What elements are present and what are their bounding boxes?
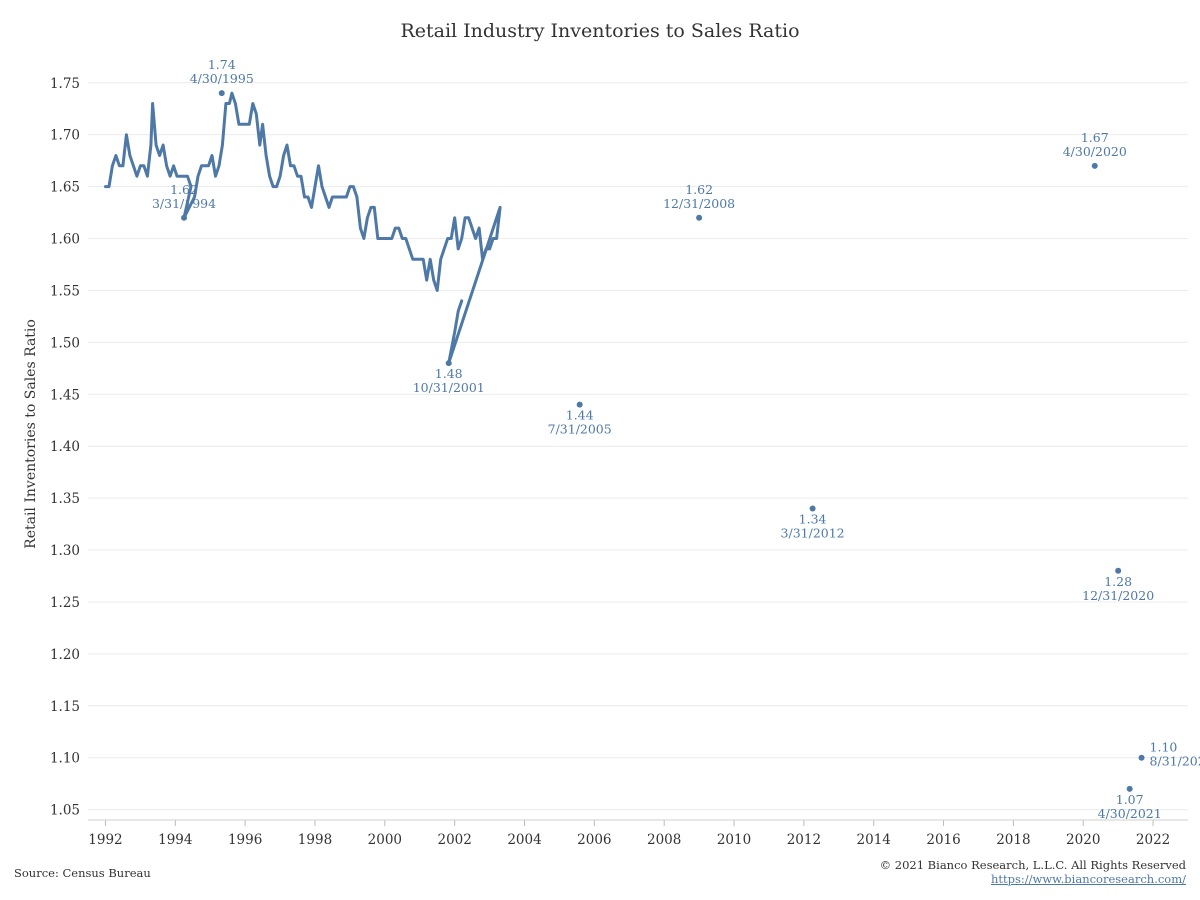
annotation-value: 1.44	[566, 408, 594, 423]
annotation-date: 3/31/1994	[152, 196, 216, 211]
annotation-dot	[181, 214, 188, 221]
annotation-value: 1.28	[1104, 574, 1132, 589]
annotation-dot	[1115, 567, 1122, 574]
chart-title: Retail Industry Inventories to Sales Rat…	[400, 20, 799, 42]
annotation-date: 8/31/2021	[1150, 754, 1200, 769]
x-tick-label: 2010	[717, 832, 751, 848]
y-axis-title: Retail Inventories to Sales Ratio	[23, 319, 39, 549]
y-tick-label: 1.20	[50, 647, 80, 663]
annotation-value: 1.10	[1150, 740, 1178, 755]
y-tick-label: 1.55	[50, 283, 80, 299]
annotation-date: 4/30/2021	[1098, 806, 1162, 821]
annotation-date: 4/30/2020	[1063, 144, 1127, 159]
y-tick-label: 1.75	[50, 76, 80, 92]
series-line	[104, 91, 502, 365]
annotation-date: 10/31/2001	[413, 380, 485, 395]
y-tick-label: 1.35	[50, 491, 80, 507]
annotation-dot	[445, 360, 452, 367]
x-tick-label: 2012	[787, 832, 821, 848]
annotation-dot	[1091, 162, 1098, 169]
x-tick-label: 2022	[1136, 832, 1170, 848]
annotation-dot	[1138, 754, 1145, 761]
annotation-date: 12/31/2020	[1082, 588, 1154, 603]
annotation-dot	[809, 505, 816, 512]
y-tick-label: 1.15	[50, 699, 80, 715]
annotations: 1.623/31/19941.744/30/19951.4810/31/2001…	[152, 57, 1200, 821]
x-axis: 1992 1994 1996 1998 2000 2002 2004 2006 2008 2010…	[88, 819, 1188, 848]
annotation-value: 1.62	[685, 182, 713, 197]
x-tick-label: 1996	[228, 832, 262, 848]
y-tick-label: 1.65	[50, 180, 80, 196]
copyright-block: © 2021 Bianco Research, L.L.C. All Right…	[880, 858, 1186, 886]
y-tick-label: 1.50	[50, 335, 80, 351]
x-tick-label: 2014	[857, 832, 891, 848]
annotation-dot	[576, 401, 583, 408]
annotation-value: 1.62	[170, 182, 198, 197]
y-tick-label: 1.70	[50, 128, 80, 144]
x-tick-label: 2006	[577, 832, 611, 848]
annotation-value: 1.74	[208, 57, 236, 72]
annotation-date: 7/31/2005	[548, 422, 612, 437]
x-tick-label: 2008	[647, 832, 681, 848]
annotation-value: 1.67	[1081, 130, 1109, 145]
annotation-value: 1.48	[435, 366, 463, 381]
y-tick-label: 1.30	[50, 543, 80, 559]
x-tick-label: 2004	[507, 832, 541, 848]
annotation-dot	[696, 214, 703, 221]
annotation-date: 3/31/2012	[781, 525, 845, 540]
y-tick-label: 1.10	[50, 751, 80, 767]
series-group	[104, 91, 502, 365]
annotation-dot	[1126, 785, 1133, 792]
y-tick-label: 1.25	[50, 595, 80, 611]
annotation-date: 4/30/1995	[190, 71, 254, 86]
x-tick-label: 2018	[996, 832, 1030, 848]
y-tick-label: 1.45	[50, 387, 80, 403]
x-tick-label: 2016	[926, 832, 960, 848]
x-tick-label: 1992	[88, 832, 122, 848]
annotation-value: 1.34	[799, 511, 827, 526]
x-tick-label: 2002	[437, 832, 471, 848]
annotation-date: 12/31/2008	[663, 196, 735, 211]
y-tick-label: 1.40	[50, 439, 80, 455]
y-tick-label: 1.60	[50, 232, 80, 248]
x-tick-label: 2020	[1066, 832, 1100, 848]
x-tick-label: 1994	[158, 832, 192, 848]
x-tick-label: 2000	[368, 832, 402, 848]
source-note: Source: Census Bureau	[14, 866, 151, 880]
x-tick-label: 1998	[298, 832, 332, 848]
annotation-dot	[218, 90, 225, 97]
grid	[88, 82, 1188, 811]
copyright-text: © 2021 Bianco Research, L.L.C. All Right…	[879, 858, 1186, 872]
annotation-value: 1.07	[1116, 792, 1144, 807]
website-link[interactable]: https://www.biancoresearch.com/	[990, 872, 1186, 886]
y-axis: 1.05 1.10 1.15 1.20 1.25 1.30 1.35 1.40 1.45 1.50…	[50, 76, 80, 819]
y-tick-label: 1.05	[50, 803, 80, 819]
